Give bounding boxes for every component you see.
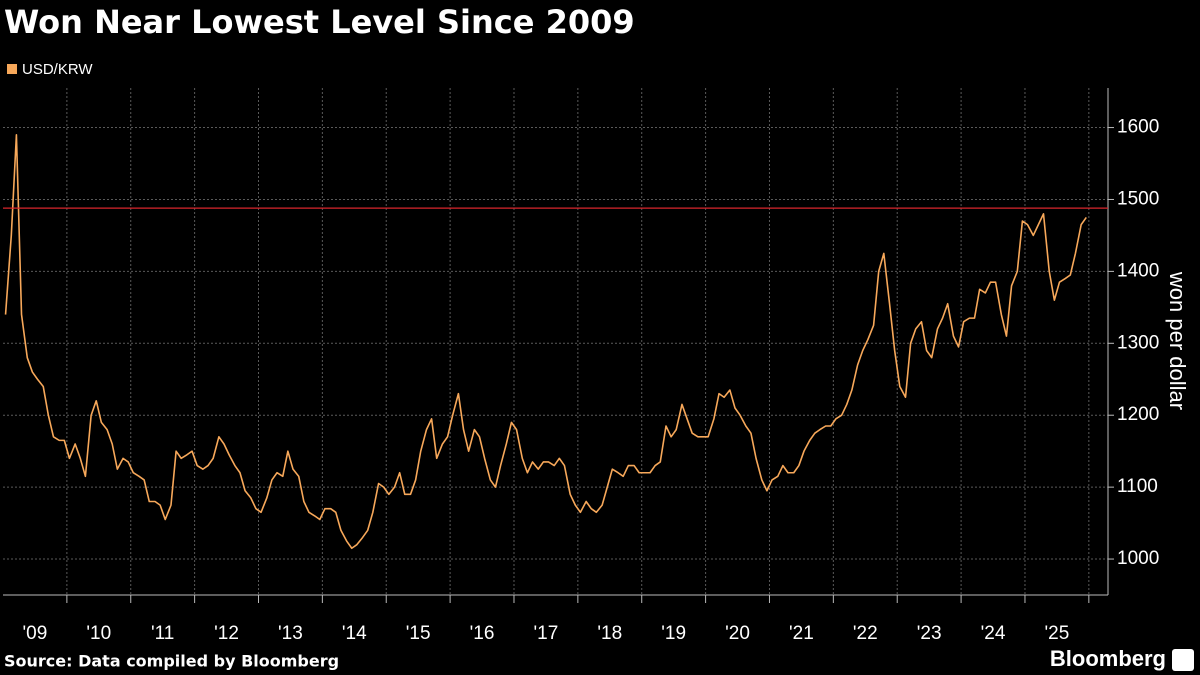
x-tick-label: '14 bbox=[342, 623, 367, 644]
y-tick-label: 1000 bbox=[1117, 548, 1159, 569]
chart-title: Won Near Lowest Level Since 2009 bbox=[4, 3, 635, 41]
y-tick-label: 1100 bbox=[1117, 476, 1158, 497]
brand: Bloomberg bbox=[1050, 646, 1166, 671]
y-tick-label: 1200 bbox=[1117, 404, 1159, 425]
x-tick-label: '17 bbox=[534, 623, 559, 644]
x-tick-label: '09 bbox=[23, 623, 48, 644]
source: Source: Data compiled by Bloomberg bbox=[4, 652, 339, 671]
x-tick-label: '19 bbox=[661, 623, 686, 644]
x-tick-label: '23 bbox=[917, 623, 942, 644]
y-tick-label: 1300 bbox=[1117, 332, 1159, 353]
x-tick-label: '21 bbox=[789, 623, 814, 644]
x-tick-label: '22 bbox=[853, 623, 878, 644]
x-tick-label: '18 bbox=[597, 623, 622, 644]
x-tick-label: '13 bbox=[278, 623, 303, 644]
x-tick-label: '16 bbox=[470, 623, 495, 644]
line-series bbox=[4, 133, 1087, 550]
x-tick-label: '15 bbox=[406, 623, 431, 644]
y-tick-label: 1600 bbox=[1117, 117, 1159, 138]
x-tick-label: '10 bbox=[86, 623, 111, 644]
x-tick-label: '11 bbox=[151, 623, 174, 644]
x-tick-label: '12 bbox=[214, 623, 239, 644]
y-tick-label: 1500 bbox=[1117, 188, 1159, 209]
x-tick-label: '20 bbox=[725, 623, 750, 644]
plot: 1000 1100 1200 1300 1400 1500 1600 '09 '10 '11 '12… bbox=[3, 88, 1159, 644]
legend-swatch bbox=[7, 64, 17, 74]
x-tick-label: '24 bbox=[981, 623, 1006, 644]
y-tick-label: 1400 bbox=[1117, 260, 1159, 281]
legend-label: USD/KRW bbox=[22, 61, 93, 78]
brand-icon bbox=[1172, 649, 1194, 671]
x-tick-label: '25 bbox=[1045, 623, 1070, 644]
y-axis-label: won per dollar bbox=[1165, 271, 1190, 410]
